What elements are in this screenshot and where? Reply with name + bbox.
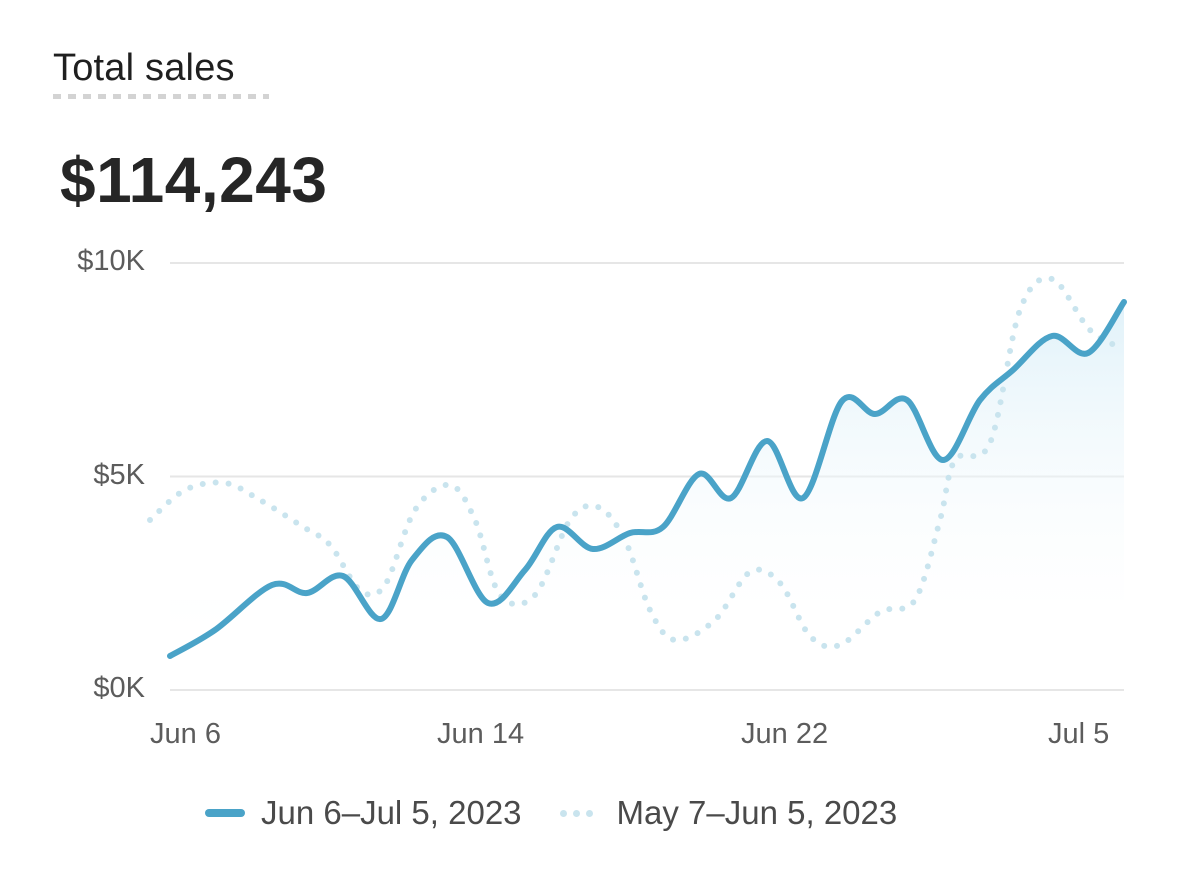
total-sales-value: $114,243 [60,144,328,216]
current-series-area [170,302,1124,656]
current-period-line[interactable] [167,299,1127,659]
chart-legend: Jun 6–Jul 5, 2023 May 7–Jun 5, 2023 [205,794,935,832]
x-tick-label: Jul 5 [1048,718,1110,750]
x-tick-label: Jun 6 [150,718,221,750]
x-tick-label: Jun 22 [741,718,829,750]
solid-line-swatch-icon [205,809,245,817]
y-tick-label: $0K [93,672,145,704]
previous-period-line[interactable] [147,275,1127,650]
legend-item-previous[interactable]: May 7–Jun 5, 2023 [559,794,898,832]
y-tick-label: $5K [93,458,145,491]
legend-label-current: Jun 6–Jul 5, 2023 [261,794,522,831]
card-title[interactable]: Total sales [53,47,235,89]
dotted-line-swatch-icon [559,809,599,817]
y-tick-label: $10K [77,245,145,277]
title-dotted-underline [53,94,269,99]
x-tick-label: Jun 14 [437,718,525,750]
legend-label-previous: May 7–Jun 5, 2023 [616,794,898,831]
legend-item-current[interactable]: Jun 6–Jul 5, 2023 [205,794,522,832]
